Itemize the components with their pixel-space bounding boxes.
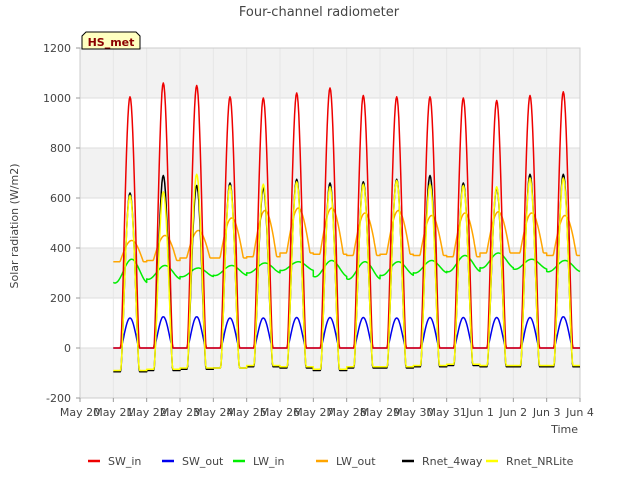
x-tick-label: Jun 3	[532, 406, 561, 419]
x-tick-label: May 30	[393, 406, 433, 419]
legend-label: Rnet_4way	[422, 455, 483, 468]
x-axis-label: Time	[550, 423, 578, 436]
x-tick-label: May 31	[427, 406, 467, 419]
site-badge-box	[81, 31, 141, 50]
x-tick-label: May 28	[327, 406, 367, 419]
x-tick-label: May 22	[127, 406, 167, 419]
y-tick-label: 400	[50, 242, 71, 255]
y-tick-label: -200	[46, 392, 71, 405]
x-tick-label: May 26	[260, 406, 300, 419]
x-tick-label: May 24	[193, 406, 233, 419]
y-tick-label: 1000	[43, 92, 71, 105]
legend-label: LW_out	[336, 455, 376, 468]
y-tick-label: 600	[50, 192, 71, 205]
y-axis-label: Solar radiation (W/m2)	[8, 163, 21, 288]
series-line-sw-in	[113, 82, 581, 349]
site-badge: HS_met	[81, 31, 141, 50]
y-tick-label: 200	[50, 292, 71, 305]
legend: SW_in SW_out LW_in LW_out Rnet_4way Rnet_NRLi…	[88, 455, 574, 468]
legend-label: SW_in	[108, 455, 141, 468]
x-tick-label: May 21	[93, 406, 133, 419]
plot-band	[80, 148, 580, 198]
plot-band	[80, 248, 580, 298]
chart-title: Four-channel radiometer	[239, 5, 400, 20]
x-tick-label: Jun 4	[565, 406, 594, 419]
y-tick-label: 1200	[43, 42, 71, 55]
plot-frame	[79, 47, 581, 399]
plot-band	[80, 348, 580, 398]
y-tick-label: 800	[50, 142, 71, 155]
y-axis-ticks: -200 0 200 400 600 800 1000 1200	[43, 42, 80, 405]
x-tick-label: Jun 1	[465, 406, 494, 419]
x-tick-label: May 27	[293, 406, 333, 419]
x-tick-label: Jun 2	[498, 406, 527, 419]
series-group	[112, 82, 581, 373]
legend-label: Rnet_NRLite	[506, 455, 574, 468]
x-tick-label: May 23	[160, 406, 200, 419]
series-line-rnet-nrlite	[113, 173, 581, 372]
y-tick-label: 0	[64, 342, 71, 355]
x-tick-label: May 25	[227, 406, 267, 419]
x-tick-label: May 29	[360, 406, 400, 419]
legend-label: LW_in	[253, 455, 285, 468]
site-badge-label: HS_met	[88, 36, 135, 49]
x-tick-label: May 20	[60, 406, 100, 419]
legend-label: SW_out	[182, 455, 224, 468]
